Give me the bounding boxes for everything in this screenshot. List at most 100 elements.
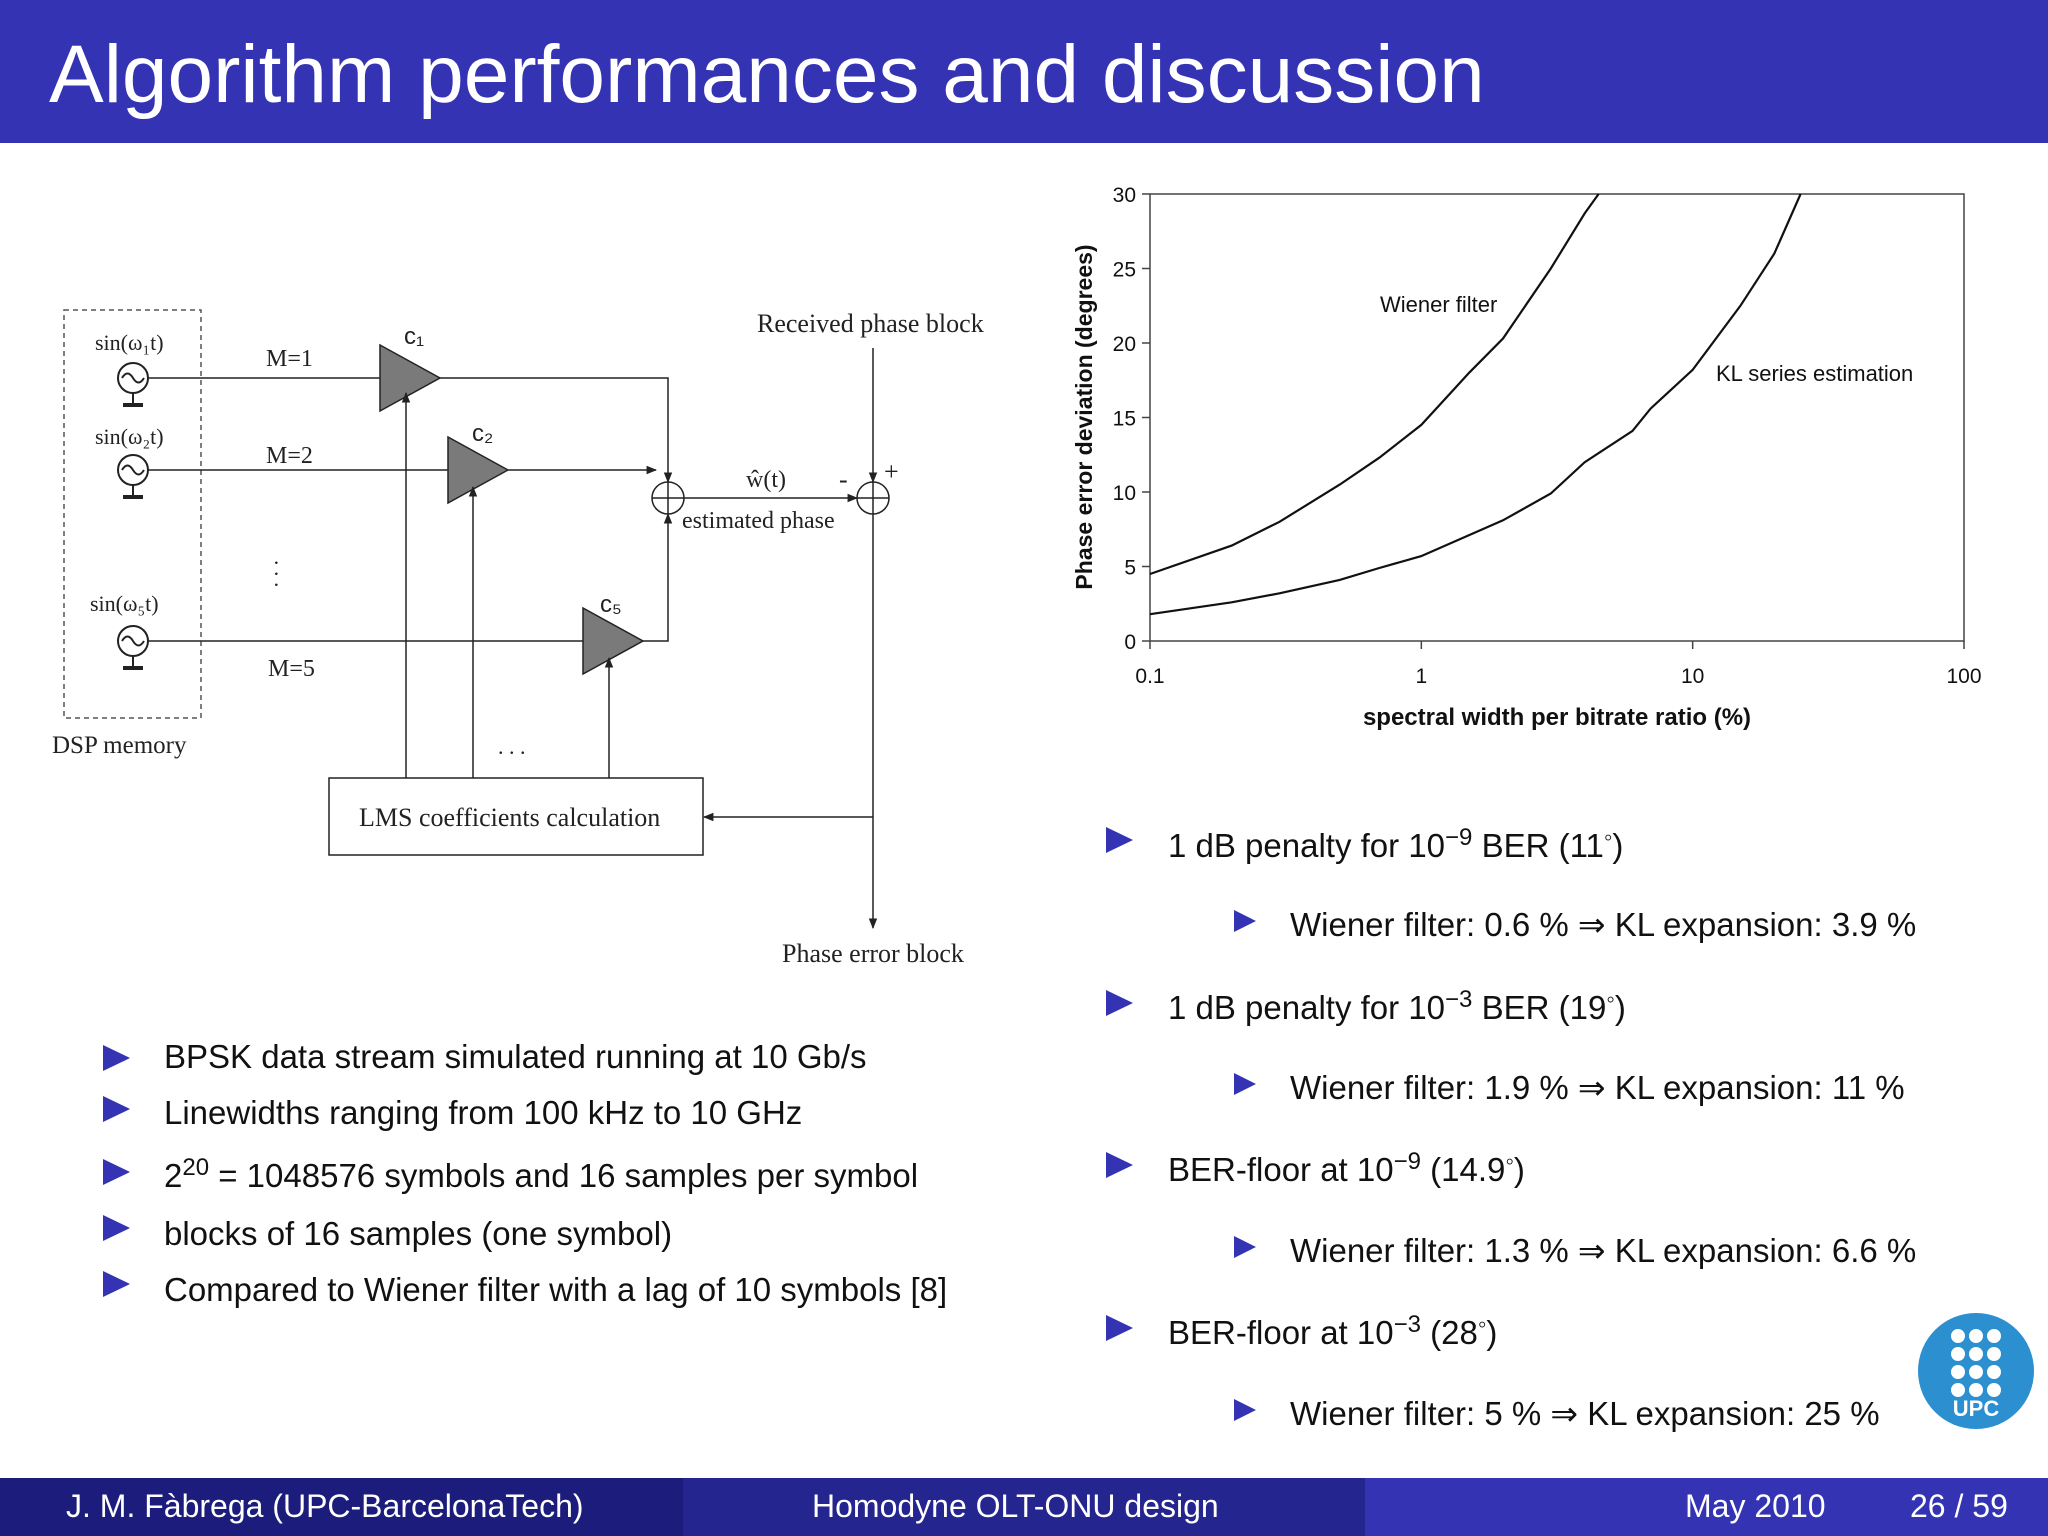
footer-page-number: 26 / 59 <box>1910 1488 2008 1524</box>
amplifier-c2-icon <box>447 435 510 505</box>
bullet-arrow-icon <box>103 1045 130 1071</box>
title-bar: Algorithm performances and discussion <box>0 0 2048 143</box>
estimated-phase-label: estimated phase <box>682 508 835 534</box>
osc2-label: sin(ω₂t) <box>95 424 164 449</box>
rb4-deg: ◦ <box>1477 1311 1487 1338</box>
rb2-post: BER (19 <box>1472 989 1607 1026</box>
lms-block <box>328 777 704 856</box>
received-phase-label: Received phase block <box>757 309 984 338</box>
block-diagram: DSP memory sin(ω₁t) sin(ω₂t) sin(ω₅t) . … <box>52 309 984 968</box>
m1-label: M=1 <box>266 346 313 372</box>
osc1-label: sin(ω₁t) <box>95 330 164 355</box>
left-bullet-3: 220 = 1048576 symbols and 16 samples per… <box>164 1154 919 1195</box>
right-sub-3: Wiener filter: 1.3 % ⇒ KL expansion: 6.6… <box>1290 1232 1917 1269</box>
rb3-exp: −9 <box>1393 1148 1421 1175</box>
c5-label: c₅ <box>600 591 622 618</box>
sub-bullet-arrow-icon <box>1234 1236 1256 1258</box>
bullet-arrow-icon <box>1106 1152 1133 1178</box>
footer-author: J. M. Fàbrega (UPC-BarcelonaTech) <box>66 1488 584 1524</box>
footer-talk-title: Homodyne OLT-ONU design <box>812 1488 1219 1524</box>
x-tick-label: 0.1 <box>1135 665 1164 688</box>
right-sub-4: Wiener filter: 5 % ⇒ KL expansion: 25 % <box>1290 1395 1880 1432</box>
w-hat-label: ŵ(t) <box>746 467 786 493</box>
exp-base: 2 <box>164 1157 183 1194</box>
bullet-arrow-icon <box>103 1096 130 1122</box>
sub-bullet-arrow-icon <box>1234 1073 1256 1095</box>
left-bullet-3-text: = 1048576 symbols and 16 samples per sym… <box>218 1157 919 1194</box>
rb3-post: (14.9 <box>1420 1151 1506 1188</box>
phase-error-label: Phase error block <box>782 939 964 968</box>
kl-series-line <box>1149 193 1802 616</box>
wiener-filter-label: Wiener filter <box>1380 292 1497 317</box>
wiener-filter-line <box>1149 193 1600 576</box>
plot-area <box>1149 193 1965 642</box>
y-tick-label: 25 <box>1113 259 1136 282</box>
footer-author-section: J. M. Fàbrega (UPC-BarcelonaTech) <box>0 1478 683 1536</box>
footer-talk-section: Homodyne OLT-ONU design <box>683 1478 1365 1536</box>
rb2-end: ) <box>1614 989 1626 1026</box>
plus-sign: + <box>884 457 899 486</box>
right-bullet-3: BER-floor at 10−9 (14.9◦) <box>1168 1148 1525 1189</box>
bullet-arrow-icon <box>103 1159 130 1185</box>
horizontal-dots: . . . <box>498 734 526 759</box>
left-bullet-2: Linewidths ranging from 100 kHz to 10 GH… <box>164 1094 803 1131</box>
sub-bullet-arrow-icon <box>1234 1399 1256 1421</box>
footer-date-section: May 2010 26 / 59 <box>1365 1478 2048 1536</box>
slide-title: Algorithm performances and discussion <box>49 29 1485 120</box>
vertical-dots: . . . <box>270 560 295 588</box>
right-sub-1: Wiener filter: 0.6 % ⇒ KL expansion: 3.9… <box>1290 906 1917 943</box>
sum-node-1-icon <box>651 481 685 515</box>
dsp-memory-box <box>63 309 202 719</box>
bullet-arrow-icon <box>1106 1315 1133 1341</box>
rb1-pre: 1 dB penalty for 10 <box>1168 827 1446 864</box>
rb2-pre: 1 dB penalty for 10 <box>1168 989 1446 1026</box>
left-bullet-1: BPSK data stream simulated running at 10… <box>164 1038 867 1075</box>
x-axis-label: spectral width per bitrate ratio (%) <box>1363 704 1751 731</box>
upc-logo-dots-icon: UPC <box>1951 1329 2001 1421</box>
rb2-exp: −3 <box>1445 986 1473 1013</box>
left-bullet-5: Compared to Wiener filter with a lag of … <box>164 1271 948 1308</box>
osc5-label: sin(ω₅t) <box>90 591 159 616</box>
bullet-arrow-icon <box>103 1271 130 1297</box>
rb3-pre: BER-floor at 10 <box>1168 1151 1394 1188</box>
minus-sign: - <box>839 465 848 494</box>
dsp-memory-label: DSP memory <box>52 732 187 759</box>
rb1-end: ) <box>1612 827 1624 864</box>
rb1-deg: ◦ <box>1603 824 1613 851</box>
upc-logo: UPC <box>1918 1313 2034 1429</box>
exp-power: 20 <box>182 1154 210 1181</box>
rb3-deg: ◦ <box>1505 1148 1514 1175</box>
bullet-arrow-icon <box>1106 990 1133 1016</box>
y-tick-label: 10 <box>1113 482 1136 505</box>
y-tick-label: 30 <box>1113 184 1136 207</box>
c2-label: c₂ <box>472 420 493 447</box>
upc-logo-text: UPC <box>1953 1396 2000 1421</box>
oscillator-5-icon <box>117 625 149 670</box>
right-bullet-2: 1 dB penalty for 10−3 BER (19◦) <box>1168 986 1626 1027</box>
right-bullet-4: BER-floor at 10−3 (28◦) <box>1168 1311 1498 1352</box>
y-axis-label: Phase error deviation (degrees) <box>1071 244 1097 589</box>
left-bullet-4: blocks of 16 samples (one symbol) <box>164 1215 673 1252</box>
y-tick-label: 5 <box>1124 557 1136 580</box>
rb3-end: ) <box>1513 1151 1525 1188</box>
y-tick-label: 0 <box>1124 631 1136 654</box>
rb4-pre: BER-floor at 10 <box>1168 1314 1394 1351</box>
rb4-post: (28 <box>1420 1314 1478 1351</box>
y-tick-label: 15 <box>1113 408 1136 431</box>
right-bullet-1: 1 dB penalty for 10−9 BER (11◦) <box>1168 824 1624 865</box>
y-tick-label: 20 <box>1113 333 1136 356</box>
phase-error-chart: 0 5 10 15 20 25 30 0.1 1 10 100 Wiener filter KL s… <box>1071 184 1982 731</box>
m5-label: M=5 <box>268 656 315 682</box>
rb4-end: ) <box>1486 1314 1498 1351</box>
x-tick-label: 100 <box>1946 665 1981 688</box>
rb1-post: BER (11 <box>1472 827 1604 864</box>
c1-label: c₁ <box>404 323 424 350</box>
rb1-exp: −9 <box>1445 824 1473 851</box>
sub-bullet-arrow-icon <box>1234 910 1256 932</box>
bullet-arrow-icon <box>103 1215 130 1241</box>
m2-label: M=2 <box>266 443 313 469</box>
x-tick-label: 1 <box>1415 665 1427 688</box>
bullet-arrow-icon <box>1106 827 1133 853</box>
footer-date: May 2010 <box>1685 1488 1826 1524</box>
kl-series-label: KL series estimation <box>1716 361 1913 386</box>
